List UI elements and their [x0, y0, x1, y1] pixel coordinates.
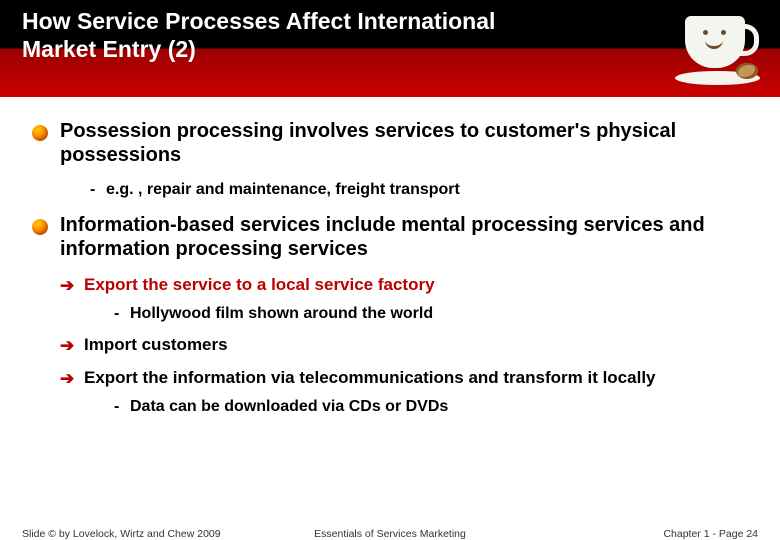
bullet-level1: Information-based services include menta…	[60, 213, 758, 261]
slide-header: How Service Processes Affect Internation…	[0, 0, 780, 97]
bullet-text: Possession processing involves services …	[60, 119, 758, 167]
arrow-right-icon: ➔	[60, 369, 74, 389]
arrow-bullet-text: Export the service to a local service fa…	[84, 275, 435, 294]
arrow-bullet: ➔ Export the service to a local service …	[84, 275, 758, 295]
footer-page-number: Chapter 1 - Page 24	[663, 528, 758, 540]
sub-bullet-dash: Hollywood film shown around the world	[130, 305, 758, 323]
slide-content: Possession processing involves services …	[0, 97, 780, 416]
footer-copyright: Slide © by Lovelock, Wirtz and Chew 2009	[22, 528, 221, 540]
coffee-cup-image	[675, 6, 760, 91]
arrow-bullet-text: Export the information via telecommunica…	[84, 368, 656, 387]
arrow-right-icon: ➔	[60, 336, 74, 356]
slide-title: How Service Processes Affect Internation…	[22, 8, 562, 63]
footer-book-title: Essentials of Services Marketing	[314, 528, 466, 540]
sphere-bullet-icon	[32, 219, 48, 235]
bullet-level1: Possession processing involves services …	[60, 119, 758, 167]
bullet-text: Information-based services include menta…	[60, 213, 758, 261]
arrow-bullet: ➔ Export the information via telecommuni…	[84, 368, 758, 388]
arrow-bullet: ➔ Import customers	[84, 335, 758, 355]
sphere-bullet-icon	[32, 125, 48, 141]
arrow-right-icon: ➔	[60, 276, 74, 296]
arrow-bullet-text: Import customers	[84, 335, 228, 354]
sub-bullet-dash: e.g. , repair and maintenance, freight t…	[106, 181, 758, 199]
sub-bullet-dash: Data can be downloaded via CDs or DVDs	[130, 398, 758, 416]
